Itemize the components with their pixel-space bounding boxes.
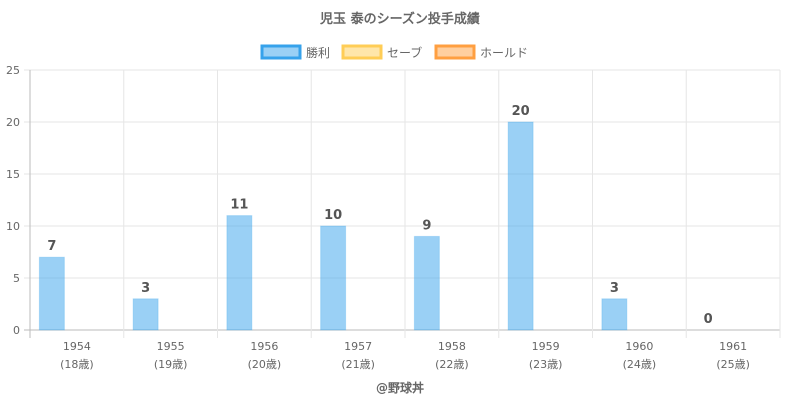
x-tick-sublabel: (18歳) [60,358,94,371]
x-tick-label: 1957 [344,340,372,353]
data-labels: 7 3 11 10 9 20 3 0 [47,104,712,327]
x-tick-label: 1954 [63,340,91,353]
data-label: 3 [141,281,150,296]
legend-label-holds[interactable]: ホールド [480,46,528,60]
y-tick-label: 20 [6,116,20,129]
x-axis: 1954 (18歳) 1955 (19歳) 1956 (20歳) 1957 (21歳) 1958… [60,340,750,371]
legend: 勝利 セーブ ホールド [260,44,528,60]
x-tick-sublabel: (21歳) [341,358,375,371]
bars [38,121,628,331]
x-tick-label: 1955 [157,340,185,353]
x-tick-sublabel: (24歳) [623,358,657,371]
y-tick-label: 10 [6,220,20,233]
data-label: 0 [704,312,713,327]
y-tick-label: 25 [6,64,20,77]
legend-swatch-holds [434,44,476,60]
x-tick-sublabel: (19歳) [154,358,188,371]
y-axis: 0 5 10 15 20 25 [6,64,20,337]
x-tick-sublabel: (23歳) [529,358,563,371]
bar-1954[interactable] [38,256,65,331]
bar-1958[interactable] [413,235,440,331]
x-tick-sublabel: (25歳) [716,358,750,371]
bar-1957[interactable] [320,225,347,331]
bar-1959[interactable] [507,121,534,331]
y-tick-label: 5 [13,272,20,285]
data-label: 9 [422,218,431,233]
bar-1956[interactable] [226,215,253,331]
x-tick-sublabel: (20歳) [248,358,282,371]
data-label: 7 [47,239,56,254]
x-tick-label: 1958 [438,340,466,353]
x-tick-label: 1960 [625,340,653,353]
legend-swatch-saves [341,44,383,60]
chart-title: 児玉 泰のシーズン投手成績 [319,11,480,27]
x-tick-label: 1956 [250,340,278,353]
data-label: 3 [610,281,619,296]
data-label: 20 [512,104,530,119]
x-tick-label: 1959 [532,340,560,353]
legend-label-saves[interactable]: セーブ [387,45,422,60]
y-tick-label: 15 [6,168,20,181]
legend-swatch-wins [260,44,302,60]
x-tick-sublabel: (22歳) [435,358,469,371]
data-label: 10 [324,208,342,223]
x-tick-label: 1961 [719,340,747,353]
grid [24,69,781,338]
data-label: 11 [230,198,248,213]
bar-1960[interactable] [601,298,628,331]
y-tick-label: 0 [13,324,20,337]
credit-text: @野球丼 [376,380,424,395]
legend-label-wins[interactable]: 勝利 [306,45,330,60]
bar-1955[interactable] [132,298,159,331]
